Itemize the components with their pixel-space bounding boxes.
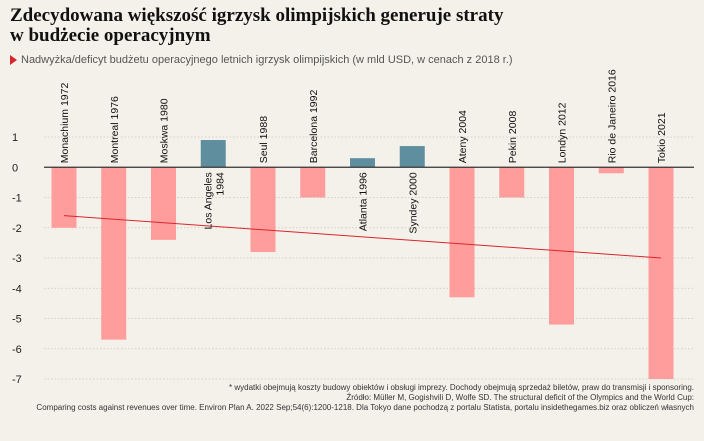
category-label: Londyn 2012 bbox=[557, 102, 569, 163]
category-label: Rio de Janeiro 2016 bbox=[606, 69, 618, 163]
trend-line bbox=[63, 215, 662, 259]
category-label: Ateny 2004 bbox=[457, 110, 469, 163]
bar bbox=[549, 167, 574, 325]
category-label: Tokio 2021 bbox=[656, 112, 668, 163]
bar bbox=[499, 167, 525, 198]
bar bbox=[101, 167, 127, 340]
y-axis: 1 0 -1 -2 -3 -4 -5 -6 -7 bbox=[12, 132, 22, 386]
bar bbox=[648, 167, 674, 379]
bar bbox=[200, 140, 226, 168]
bar bbox=[250, 167, 276, 252]
y-tick-label: -2 bbox=[12, 223, 22, 235]
bar bbox=[449, 167, 475, 298]
y-tick-label: -5 bbox=[12, 314, 22, 326]
category-label: Seul 1988 bbox=[258, 116, 270, 163]
category-label: Pekin 2008 bbox=[507, 111, 519, 164]
bar bbox=[598, 167, 624, 174]
category-label: Moskwa 1980 bbox=[159, 98, 171, 163]
footnote-source-line-2: Comparing costs against revenues over ti… bbox=[36, 403, 694, 412]
title-line-1: Zdecydowana większość igrzysk olimpijski… bbox=[10, 5, 504, 26]
y-tick-label: -1 bbox=[12, 193, 22, 205]
trend bbox=[63, 215, 662, 259]
footnote-source-line-1: Źródło: Müller M, Gogishvili D, Wolfe SD… bbox=[346, 393, 694, 402]
chart-title: Zdecydowana większość igrzysk olimpijski… bbox=[10, 6, 610, 46]
category-label: Barcelona 1992 bbox=[308, 90, 320, 164]
y-tick-label: -6 bbox=[12, 344, 22, 356]
bar bbox=[350, 158, 375, 168]
bar bbox=[399, 146, 425, 168]
bar bbox=[151, 167, 176, 240]
subtitle-text: Nadwyżka/deficyt budżetu operacyjnego le… bbox=[21, 54, 513, 66]
title-line-2: w budżecie operacyjnym bbox=[10, 25, 211, 46]
y-tick-label: 1 bbox=[12, 132, 18, 144]
category-label: Atlanta 1996 bbox=[358, 172, 370, 231]
category-label: Montreal 1976 bbox=[109, 96, 121, 163]
triangle-marker-icon bbox=[10, 55, 17, 65]
chart-subtitle: Nadwyżka/deficyt budżetu operacyjnego le… bbox=[10, 54, 513, 66]
footnote-line-1: * wydatki obejmują koszty budowy obiektó… bbox=[229, 383, 694, 392]
y-tick-label: -7 bbox=[12, 374, 22, 386]
bar bbox=[300, 167, 326, 198]
y-tick-label: -3 bbox=[12, 253, 22, 265]
y-tick-label: 0 bbox=[12, 162, 18, 174]
footnotes: * wydatki obejmują koszty budowy obiektó… bbox=[14, 383, 694, 413]
bars bbox=[51, 140, 674, 379]
category-label: Monachium 1972 bbox=[59, 83, 71, 164]
category-label: 1984 bbox=[214, 172, 226, 196]
category-labels: Monachium 1972 Montreal 1976 Moskwa 1980 Lo… bbox=[59, 69, 668, 233]
y-tick-label: -4 bbox=[12, 283, 22, 295]
bar bbox=[51, 167, 77, 228]
category-label: Los Angeles bbox=[202, 172, 214, 229]
category-label: Syndey 2000 bbox=[407, 172, 419, 233]
